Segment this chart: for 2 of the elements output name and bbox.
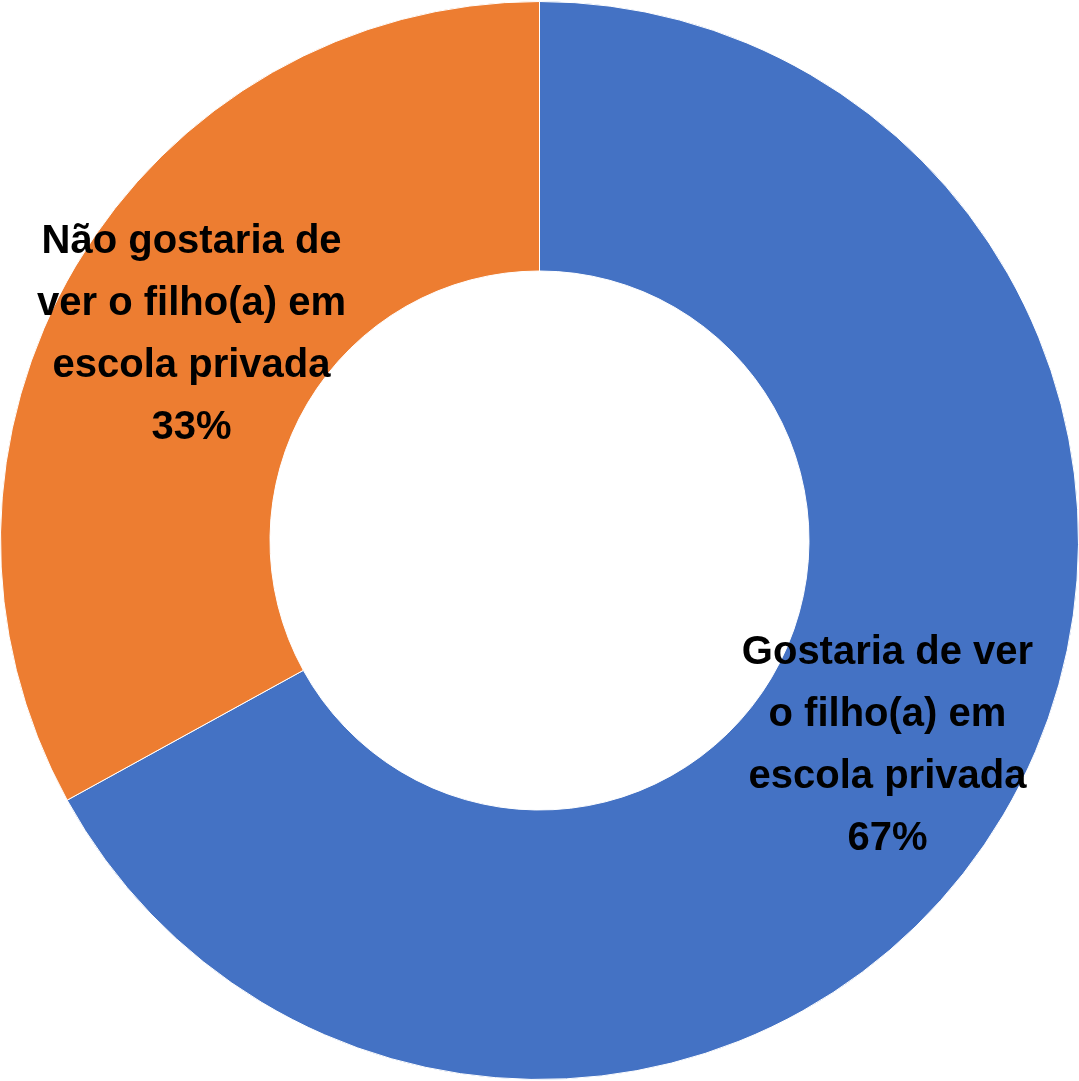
data-label: 33% [151, 402, 232, 447]
data-label: 67% [847, 814, 928, 859]
